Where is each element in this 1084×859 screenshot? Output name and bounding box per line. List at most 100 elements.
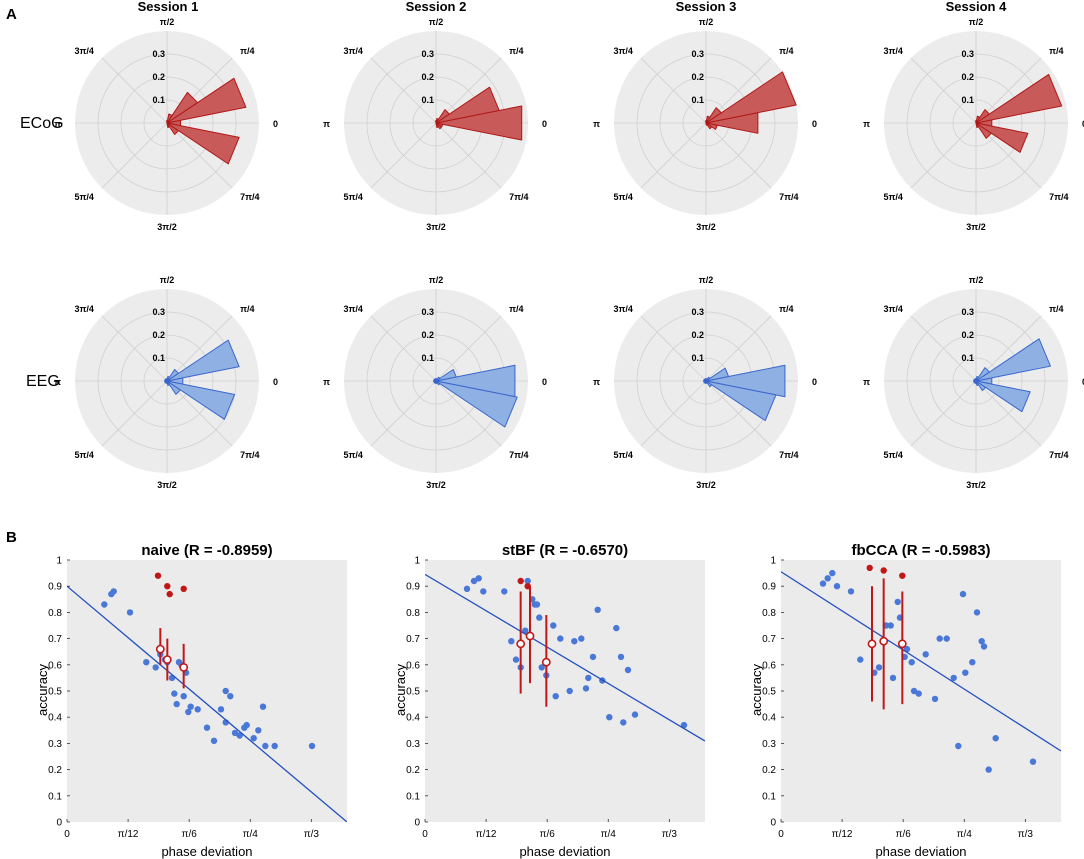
data-point bbox=[173, 700, 180, 708]
data-point bbox=[969, 659, 976, 666]
y-tick-label: 0.9 bbox=[406, 582, 420, 593]
panel-letter-a: A bbox=[6, 6, 17, 23]
mean-marker bbox=[516, 639, 526, 649]
data-point bbox=[833, 583, 841, 590]
data-point bbox=[243, 721, 250, 729]
polar-angle-label: 3π/2 bbox=[157, 480, 176, 490]
polar-radius-tick-label: 0.1 bbox=[691, 95, 704, 105]
polar-grid-spoke bbox=[910, 315, 977, 382]
polar-radius-tick-label: 0.3 bbox=[961, 49, 974, 59]
session-title-3: Session 3 bbox=[676, 0, 737, 14]
data-point bbox=[470, 577, 478, 585]
polar-angle-label: π bbox=[323, 377, 330, 387]
polar-angle-label: π/2 bbox=[429, 275, 443, 285]
y-tick-label: 0.5 bbox=[762, 687, 776, 698]
data-point bbox=[524, 577, 531, 585]
polar-angle-label: 7π/4 bbox=[240, 192, 259, 202]
data-point bbox=[501, 588, 508, 595]
polar-angle-label: π/4 bbox=[1049, 304, 1063, 314]
y-tick-label: 0 bbox=[56, 818, 62, 829]
data-point bbox=[962, 669, 969, 676]
polar-bin-wedge bbox=[705, 122, 718, 130]
data-point bbox=[475, 575, 482, 582]
data-point bbox=[973, 609, 981, 616]
data-point bbox=[552, 693, 559, 700]
polar-radius-tick-label: 0.2 bbox=[961, 330, 974, 340]
data-point bbox=[594, 606, 601, 613]
polar-angle-label: 3π/2 bbox=[696, 222, 715, 232]
polar-bin-wedge bbox=[166, 113, 173, 124]
data-point bbox=[231, 729, 239, 737]
polar-angle-label: 7π/4 bbox=[779, 192, 798, 202]
polar-plot-ecog-session-4: 0.1 0.2 0.3 0 π/4 π/2 3π/4 π 5π/4 3π/2 7π/4 bbox=[863, 17, 1084, 232]
polar-angle-label: π/4 bbox=[240, 304, 254, 314]
polar-radius-tick-label: 0.3 bbox=[421, 49, 434, 59]
polar-radius-tick-label: 0.3 bbox=[421, 307, 434, 317]
y-tick-label: 1 bbox=[770, 556, 776, 567]
polar-angle-label: π/2 bbox=[969, 275, 983, 285]
y-tick-label: 0.2 bbox=[48, 765, 62, 776]
data-point bbox=[152, 664, 159, 671]
y-tick-label: 1 bbox=[56, 556, 62, 567]
polar-radius-tick-label: 0.1 bbox=[961, 353, 974, 363]
polar-angle-label: π bbox=[863, 377, 870, 387]
polar-angle-label: 3π/2 bbox=[696, 480, 715, 490]
polar-angle-label: π/4 bbox=[1049, 46, 1063, 56]
data-point bbox=[557, 635, 564, 642]
data-point bbox=[908, 659, 915, 666]
polar-angle-label: π/2 bbox=[160, 17, 174, 27]
polar-angle-label: 3π/4 bbox=[883, 46, 902, 56]
polar-bin-wedge bbox=[705, 120, 707, 124]
polar-grid-spoke bbox=[910, 380, 977, 447]
polar-bin-wedge bbox=[435, 120, 437, 124]
scatter-stbf: stBF (R = -0.6570) phase deviation accur… bbox=[393, 542, 705, 859]
data-point bbox=[829, 569, 836, 577]
polar-grid-spoke bbox=[101, 315, 168, 382]
polar-bin-wedge bbox=[435, 380, 518, 428]
data-point bbox=[936, 635, 943, 642]
polar-bin-wedge bbox=[166, 91, 199, 124]
polar-angle-label: 3π/4 bbox=[343, 304, 362, 314]
polar-bin-wedge bbox=[435, 369, 457, 382]
polar-angle-label: 3π/2 bbox=[966, 480, 985, 490]
data-point bbox=[143, 659, 150, 666]
polar-angle-label: 7π/4 bbox=[1049, 192, 1068, 202]
data-point bbox=[222, 687, 229, 695]
polar-bin-wedge bbox=[975, 367, 990, 382]
polar-angle-label: π/2 bbox=[699, 17, 713, 27]
polar-bin-wedge bbox=[975, 338, 1051, 382]
y-tick-label: 0.3 bbox=[406, 739, 420, 750]
polar-radius-tick-label: 0.1 bbox=[691, 353, 704, 363]
polar-angle-label: π bbox=[54, 119, 61, 129]
mean-marker bbox=[867, 639, 877, 649]
data-point bbox=[110, 588, 117, 595]
data-point bbox=[262, 742, 269, 750]
data-point bbox=[259, 703, 267, 710]
plot-area bbox=[781, 560, 1061, 822]
scatter-title: naive (R = -0.8959) bbox=[141, 542, 272, 559]
data-point bbox=[992, 735, 999, 742]
y-tick-label: 0.2 bbox=[406, 765, 420, 776]
polar-angle-label: 7π/4 bbox=[509, 450, 528, 460]
mean-marker bbox=[879, 636, 889, 646]
polar-bin-wedge bbox=[435, 109, 450, 124]
polar-radius-tick-label: 0.2 bbox=[152, 330, 165, 340]
data-point bbox=[101, 601, 108, 608]
polar-bin-wedge bbox=[975, 120, 977, 124]
data-point bbox=[236, 732, 243, 739]
y-tick-label: 0 bbox=[414, 818, 420, 829]
polar-grid-spoke bbox=[435, 315, 502, 382]
data-point bbox=[126, 609, 134, 616]
data-point bbox=[620, 719, 627, 726]
data-point bbox=[463, 585, 471, 592]
data-point bbox=[980, 643, 988, 650]
data-point bbox=[550, 622, 557, 629]
x-tick-label: 0 bbox=[422, 829, 428, 840]
polar-bin-wedge bbox=[975, 73, 1063, 124]
scatter-naive: naive (R = -0.8959) phase deviation accu… bbox=[35, 542, 347, 859]
row-label-ecog: ECoG bbox=[20, 115, 64, 132]
data-point bbox=[187, 703, 194, 710]
polar-radius-tick-label: 0.2 bbox=[421, 330, 434, 340]
x-tick-label: π/4 bbox=[243, 829, 259, 840]
polar-bin-wedge bbox=[166, 369, 179, 382]
